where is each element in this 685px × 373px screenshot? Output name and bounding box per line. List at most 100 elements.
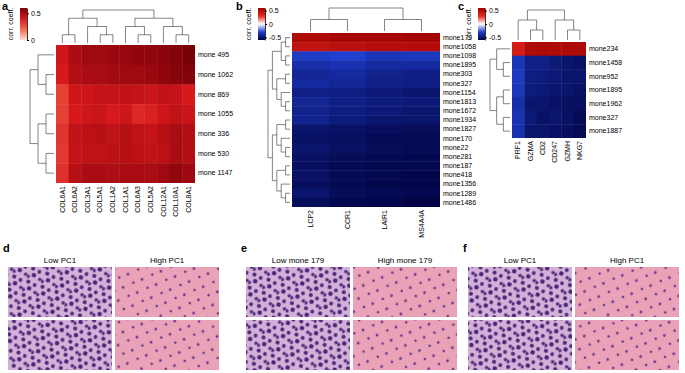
heatmap-cell [366, 51, 403, 61]
tick: mone 530 [198, 150, 229, 157]
heatmap-cell [81, 65, 94, 85]
heatmap-cell [94, 163, 107, 183]
heatmap-cell [512, 83, 525, 97]
heatmap-cell [157, 163, 170, 183]
heatmap-cell [144, 45, 157, 65]
column-label: COL5A1 [96, 186, 103, 213]
heatmap-cell [132, 65, 145, 85]
heatmap-cell [182, 65, 195, 85]
heatmap-cell [132, 45, 145, 65]
tick: mone327 [443, 80, 472, 87]
heatmap-cell [366, 198, 403, 207]
column-label: GZMA [527, 141, 534, 162]
tick: mone1672 [443, 107, 476, 114]
heatmap-cell [329, 106, 366, 116]
tick: 0 [27, 37, 35, 44]
tick-mark [485, 37, 487, 38]
heatmap-cell [549, 42, 562, 56]
heatmap-panel: c0.50-0.5corr. coeff.mone234mone1458mone… [458, 0, 622, 163]
row-label: mone952 [589, 73, 618, 80]
heatmap-cell [292, 115, 329, 125]
colorbar [20, 8, 27, 40]
row-label: mone 530 [198, 150, 229, 157]
tick: COL5A1 [96, 186, 103, 213]
row-label: mone234 [589, 45, 618, 52]
histology-image [468, 320, 572, 370]
dendrograms [30, 10, 189, 173]
heatmap-cell [329, 70, 366, 80]
heatmap-cell [170, 65, 183, 85]
heatmap-cell [292, 152, 329, 162]
tick: GZMA [527, 141, 534, 162]
row-label: mone 1062 [198, 71, 233, 78]
heatmap-cell [524, 56, 537, 70]
heatmap-cell [366, 189, 403, 199]
tick: mone1827 [443, 125, 476, 132]
heatmap-cell [182, 163, 195, 183]
heatmap-cell [366, 97, 403, 107]
heatmap-cell [69, 163, 82, 183]
heatmap-cell [182, 144, 195, 164]
column-axis: LCP2CCR1LAIR1MS4A4A [307, 210, 425, 238]
dendrogram-branch [281, 93, 290, 107]
column-label: NKG7 [576, 141, 583, 160]
tick: mone 1147 [198, 169, 233, 176]
row-axis: mone 495mone 1062mone 869mone 1055mone 3… [198, 51, 233, 176]
heatmap-cell [292, 143, 329, 153]
tick: mone1486 [443, 199, 476, 206]
heatmap-cell [94, 65, 107, 85]
heatmap-cell [292, 161, 329, 171]
heatmap-cell [292, 70, 329, 80]
row-axis: mone179mone1058mone1098mone1895mone303mo… [443, 34, 476, 206]
dendrogram-branch [88, 27, 107, 44]
heatmap-cell [403, 115, 440, 125]
heatmap-cell [366, 161, 403, 171]
heatmap-cell [329, 134, 366, 144]
heatmap-cell [403, 79, 440, 89]
heatmap-cell [329, 180, 366, 190]
tick: CD2 [539, 141, 546, 155]
tick-mark [485, 24, 487, 25]
heatmap-cell [524, 69, 537, 83]
colorbar [478, 8, 485, 40]
dendrogram-branch [527, 10, 564, 20]
heatmap-cell [94, 124, 107, 144]
row-label: mone1154 [443, 89, 476, 96]
column-label: COL6A1 [59, 186, 66, 213]
heatmap-cell [132, 104, 145, 124]
heatmap-cell [157, 124, 170, 144]
heatmap-cell [561, 69, 574, 83]
column-label: COL6A2 [71, 186, 78, 213]
heatmap-cell [366, 70, 403, 80]
column-label: PRF1 [514, 141, 521, 159]
heatmap-cell [94, 104, 107, 124]
image-title: High PC1 [610, 256, 645, 265]
row-label: mone281 [443, 153, 472, 160]
heatmap-cell [56, 144, 69, 164]
tick-label: 0.5 [269, 7, 279, 14]
dendrogram-branch [277, 170, 286, 191]
panel-letter: d [3, 242, 10, 254]
heatmap-cell [366, 180, 403, 190]
heatmap-cell [366, 152, 403, 162]
heatmap-cell [403, 143, 440, 153]
image-title: High PC1 [150, 256, 185, 265]
heatmap-cell [182, 84, 195, 104]
heatmap-cell [524, 97, 537, 111]
tick-mark [265, 11, 267, 12]
row-label: mone327 [589, 114, 618, 121]
tick: mone 1055 [198, 110, 233, 117]
tick: 0 [485, 21, 493, 28]
heatmap-cell [512, 42, 525, 56]
heatmap-cell [157, 104, 170, 124]
tick: mone 1062 [198, 71, 233, 78]
row-label: mone303 [443, 70, 472, 77]
dendrogram-branch [46, 153, 54, 173]
tick: 0 [265, 21, 273, 28]
heatmap-cell [403, 70, 440, 80]
heatmap-cell [292, 42, 329, 52]
heatmap-cell [132, 84, 145, 104]
histology-image [115, 320, 219, 370]
dendrogram-branch [277, 125, 286, 146]
heatmap-cell [512, 56, 525, 70]
